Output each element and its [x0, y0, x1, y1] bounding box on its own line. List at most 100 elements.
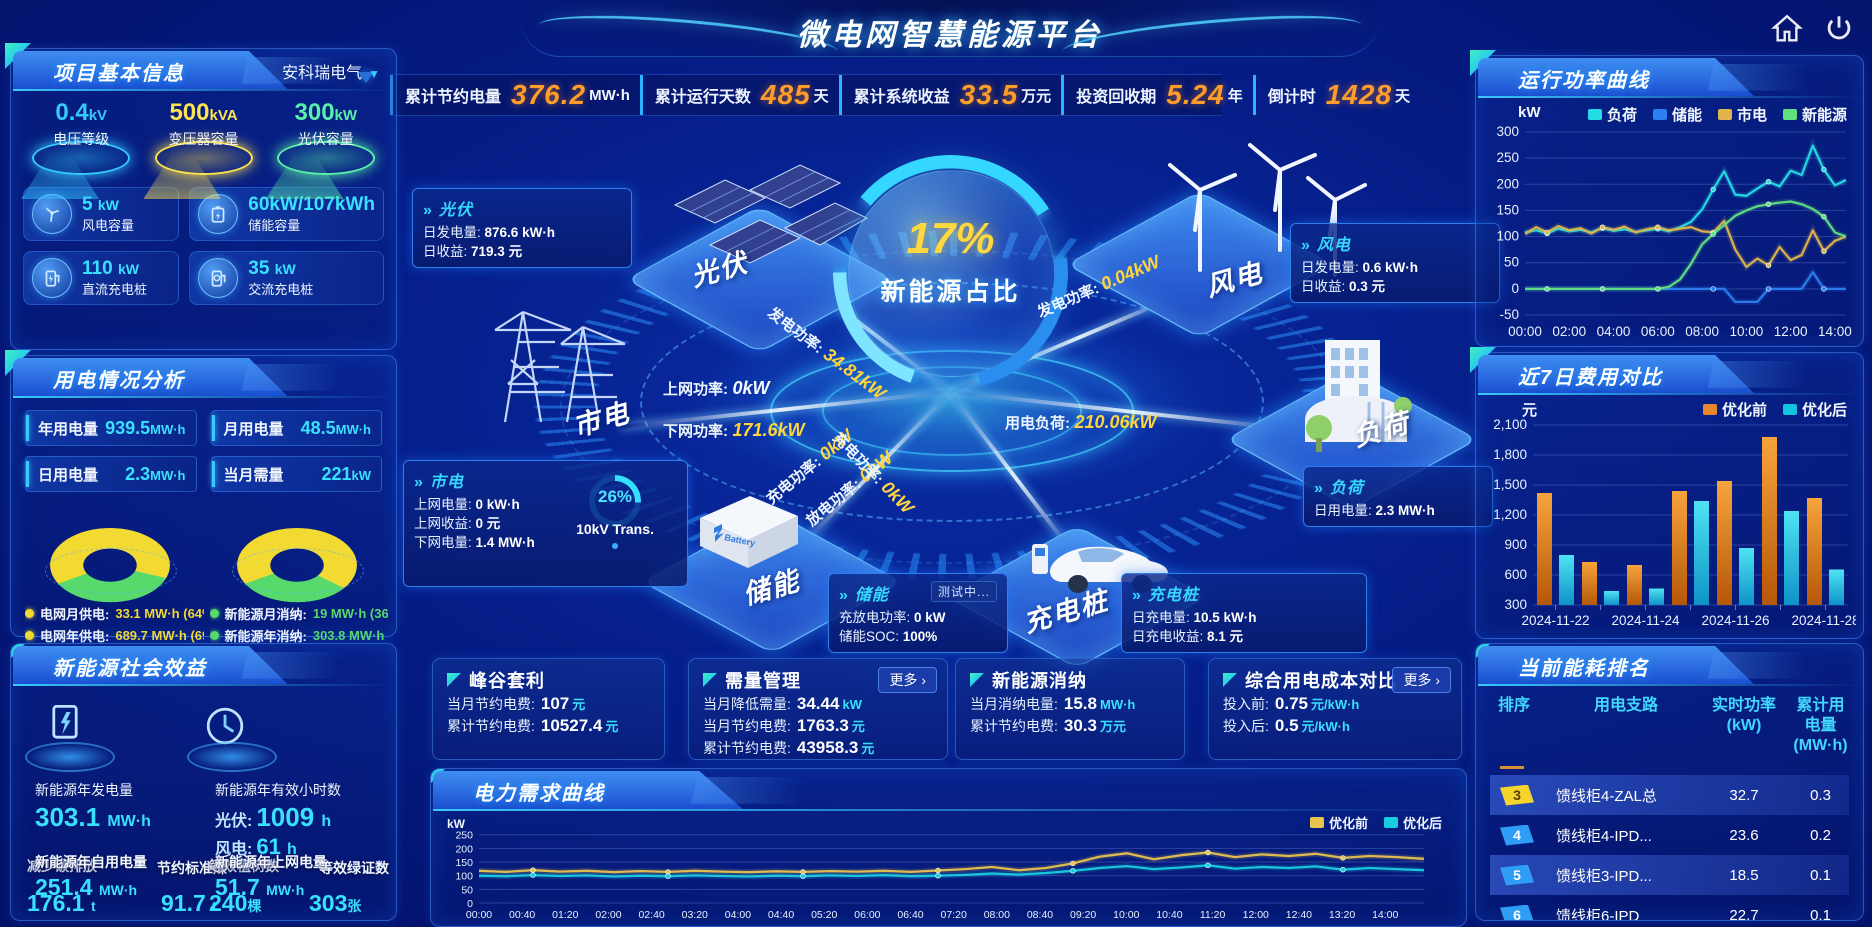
info-row: 下网电量: 1.4 MW·h [414, 535, 535, 550]
card-row: 累计节约电费: 30.3 万元 [970, 716, 1126, 735]
certs-label: 等效绿证数 [319, 860, 389, 876]
usage-label: 当月需量 [223, 466, 284, 484]
solar-panels-icon [673, 164, 869, 264]
usage-label: 年用电量 [38, 420, 99, 438]
kpi-unit: 天 [813, 87, 829, 105]
donut-year-chart [231, 502, 364, 603]
legend-value: 33.1 MW·h (64%) [115, 606, 203, 621]
svg-text:06:40: 06:40 [897, 909, 923, 921]
svg-text:2,100: 2,100 [1493, 419, 1527, 432]
capacity-cone: 500kVA 变压器容量 [143, 99, 263, 199]
arrow-icon: » [1132, 587, 1142, 604]
svg-text:00:40: 00:40 [509, 909, 535, 921]
panel-title-power-curve: 运行功率曲线 [1518, 70, 1650, 92]
more-button[interactable]: 更多 › [878, 667, 937, 693]
legend-entry: 优化后 [1782, 399, 1847, 420]
svg-text:03:20: 03:20 [682, 909, 708, 921]
chevron-down-icon: ▼ [368, 67, 380, 81]
info-box-title: » 储能 测试中... [839, 581, 997, 605]
legend-entry: 优化后 [1383, 813, 1442, 832]
capacity-cones: 0.4kV 电压等级 500kVA 变压器容量 300kW 光伏容量 [11, 89, 396, 199]
status-badge: 测试中... [930, 581, 997, 602]
info-row: 日收益: 719.3 元 [423, 244, 523, 259]
arrow-icon: » [414, 474, 424, 491]
arrow-icon: » [1301, 237, 1311, 254]
legend-entry: 新能源 [1782, 104, 1847, 125]
svg-text:2024-11-22: 2024-11-22 [1521, 613, 1589, 628]
kpi-label: 倒计时 [1267, 89, 1316, 106]
total-energy: 0.1 [1810, 866, 1831, 884]
cone-label: 变压器容量 [168, 131, 239, 147]
home-icon[interactable] [1770, 12, 1804, 46]
panel-demand-curve: 电力需求曲线 kW 优化前 优化后 0 50 100 150 200 250 00:00 00:… [430, 768, 1467, 927]
legend-entry: 优化前 [1309, 813, 1368, 832]
usage-stat: 年用电量 939.5MW·h [25, 410, 197, 446]
svg-text:05:20: 05:20 [811, 909, 837, 921]
stat-label: 风电容量 [82, 217, 135, 233]
power-icon[interactable] [1822, 12, 1856, 46]
table-row[interactable]: 4 馈线柜4-IPD... 23.6 0.2 [1490, 815, 1849, 855]
realtime-power: 23.6 [1729, 826, 1759, 844]
svg-text:50: 50 [461, 884, 473, 896]
coal-label: 节约标准煤 [157, 860, 227, 876]
svg-text:600: 600 [1504, 567, 1527, 582]
total-energy: 0.3 [1810, 786, 1831, 804]
svg-text:2024-11-24: 2024-11-24 [1611, 613, 1680, 628]
realtime-power: 18.5 [1729, 866, 1759, 884]
kpi-value: 376.2 [511, 79, 587, 110]
stat-value: 5 kW [82, 193, 119, 215]
kpi-item: 投资回收期 5.24 年 [1061, 75, 1253, 115]
card-title: 峰谷套利 [447, 667, 650, 693]
info-row: 日用电量: 2.3 MW·h [1314, 503, 1435, 518]
flow-label: 下网功率: 171.6kW [663, 420, 805, 440]
svg-text:10:00: 10:00 [1113, 909, 1139, 921]
branch-name: 馈线柜6-IPD [1556, 907, 1640, 921]
svg-text:150: 150 [455, 857, 473, 869]
self-use-label: 新能源年自用电量 [35, 854, 147, 870]
svg-text:50: 50 [1504, 255, 1519, 270]
kpi-item: 累计系统收益 33.5 万元 [838, 75, 1062, 115]
svg-text:1,800: 1,800 [1493, 447, 1527, 462]
donut-month-chart [45, 502, 178, 603]
info-row: 日充电收益: 8.1 元 [1132, 629, 1244, 644]
icon-glow [25, 742, 115, 772]
svg-text:100: 100 [455, 871, 473, 883]
card-row: 当月消纳电量: 15.8 MW·h [970, 694, 1136, 713]
info-row: 上网电量: 0 kW·h [414, 497, 520, 512]
stat-label: 储能容量 [248, 217, 301, 233]
gen-value: 303.1 MW·h [35, 802, 151, 832]
svg-text:02:00: 02:00 [1552, 324, 1586, 339]
legend-value: 19 MW·h (36%) [312, 606, 388, 621]
svg-text:00:00: 00:00 [466, 909, 492, 921]
svg-text:12:00: 12:00 [1774, 324, 1808, 339]
svg-text:11:20: 11:20 [1200, 909, 1226, 921]
table-row[interactable]: 6 馈线柜6-IPD 22.7 0.1 [1490, 895, 1849, 921]
card-row: 当月节约电费: 107 元 [447, 694, 586, 713]
table-row[interactable]: 3 馈线柜4-ZAL总 32.7 0.3 [1490, 775, 1849, 815]
center-arc-ring [833, 155, 1068, 390]
kpi-value: 485 [760, 79, 811, 110]
svg-text:1,500: 1,500 [1493, 477, 1527, 492]
wind-turbines-icon [1168, 143, 1367, 277]
info-row: 日充电量: 10.5 kW·h [1132, 610, 1257, 625]
company-dropdown[interactable]: 安科瑞电气 ▼ [282, 65, 380, 82]
demand-unit: kW [447, 817, 465, 831]
table-row[interactable]: 5 馈线柜3-IPD... 18.5 0.1 [1490, 855, 1849, 895]
svg-text:04:00: 04:00 [725, 909, 751, 921]
svg-text:900: 900 [1504, 537, 1527, 552]
usage-stats: 年用电量 939.5MW·h 月用电量 48.5MW·h 日用电量 2.3MW·h 当… [11, 396, 396, 496]
usage-value: 48.5MW·h [300, 417, 371, 438]
stat-value: 110 kW [82, 257, 139, 279]
svg-text:300: 300 [1504, 597, 1527, 612]
realtime-power: 22.7 [1729, 906, 1759, 921]
more-button[interactable]: 更多 › [1392, 667, 1451, 693]
legend-item: 电网年供电: 689.7 MW·h (69%) [25, 626, 204, 645]
certs-value: 303张 [309, 890, 362, 916]
cone-value: 500kVA [169, 99, 238, 126]
panel-energy-ranking: 当前能耗排名 排序 用电支路 实时功率 (kW) 累计用电量 (MW·h) 3 馈线柜4… [1475, 643, 1864, 921]
ranking-col-header: 排序 [1498, 697, 1531, 714]
cone-label: 电压等级 [53, 131, 110, 147]
card-title: 新能源消纳 [970, 667, 1170, 693]
kpi-bar: 累计节约电量 376.2 MW·h 累计运行天数 485 天累计系统收益 33.5 万元 投资回… [390, 74, 1410, 116]
